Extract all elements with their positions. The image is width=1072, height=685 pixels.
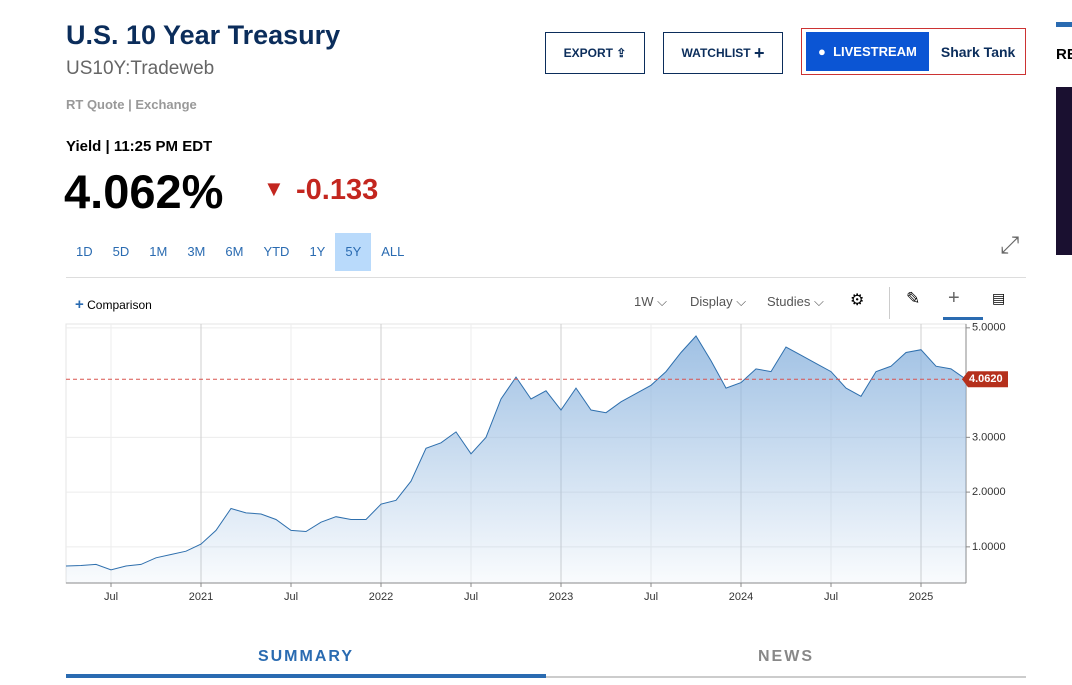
show: Shark Tank: [940, 43, 1016, 60]
divider: [66, 277, 1026, 278]
symbol: US10Y:Tradeweb: [66, 58, 215, 79]
range-button[interactable]: 1M: [149, 244, 168, 259]
active-tool: [943, 317, 983, 320]
label: LIVESTREAM: [833, 44, 917, 59]
down-arrow: ▼: [263, 176, 285, 201]
chart: 1.0000 2.0000 3.0000 5.0000 Jul 2021 Jul 2022 Ju…: [65, 322, 1008, 603]
label: Comparison: [87, 298, 152, 312]
title: U.S. 10 Year Treasury: [66, 20, 341, 50]
y-tick-label: 3.0000: [972, 431, 1006, 443]
range-button[interactable]: 1Y: [309, 244, 326, 259]
tabs: SUMMARY NEWS: [66, 648, 1026, 678]
export-button[interactable]: EXPORT ⇪: [545, 32, 645, 74]
range-button[interactable]: 5D: [112, 244, 130, 259]
last-value-label: 4.0620: [969, 373, 1003, 385]
accent: [1056, 22, 1072, 27]
interval[interactable]: 1W ⌵: [634, 294, 667, 309]
label: WATCHLIST: [681, 46, 751, 60]
crosshair-icon[interactable]: +: [948, 287, 960, 309]
label: EXPORT: [563, 46, 613, 60]
range-button[interactable]: 1D: [76, 244, 93, 259]
draw-icon[interactable]: ✎: [906, 289, 921, 308]
x-tick-label: Jul: [464, 591, 478, 603]
x-tick-label: 2022: [369, 591, 393, 603]
range-button[interactable]: 3M: [187, 244, 206, 259]
range-button[interactable]: YTD: [263, 244, 290, 259]
y-tick-label: 1.0000: [972, 541, 1006, 553]
settings-icon[interactable]: ⚙: [850, 292, 865, 309]
x-tick-label: Jul: [644, 591, 658, 603]
x-tick-label: 2024: [729, 591, 753, 603]
studies[interactable]: Studies ⌵: [767, 294, 824, 309]
change: -0.133: [296, 174, 379, 206]
label: 1W: [634, 294, 654, 309]
x-tick-label: 2025: [909, 591, 933, 603]
tab[interactable]: NEWS: [546, 648, 1026, 678]
comment-icon[interactable]: ▤: [992, 290, 1006, 306]
line: [65, 335, 967, 571]
x-tick-label: Jul: [284, 591, 298, 603]
range-button[interactable]: 6M: [225, 244, 244, 259]
y-tick-label: 5.0000: [972, 322, 1006, 334]
x-tick-label: Jul: [824, 591, 838, 603]
x-tick-label: 2021: [189, 591, 213, 603]
watchlist-button[interactable]: WATCHLIST +: [663, 32, 783, 74]
price: 4.062%: [64, 165, 224, 218]
comparison[interactable]: + Comparison: [75, 296, 152, 313]
quote-label: Yield | 11:25 PM EDT: [66, 138, 213, 155]
tab[interactable]: SUMMARY: [66, 648, 546, 678]
x-tick-label: 2023: [549, 591, 573, 603]
display[interactable]: Display ⌵: [690, 294, 747, 309]
livestream-button[interactable]: ● LIVESTREAM Shark Tank: [801, 28, 1026, 75]
live-pill: ● LIVESTREAM: [806, 32, 929, 71]
side-heading: RE: [1056, 46, 1072, 63]
x-tick-label: Jul: [104, 591, 118, 603]
range-selector: 1D 5D 1M 3M 6M YTD 1Y 5Y ALL: [66, 233, 414, 271]
expand-icon[interactable]: ⤢: [1000, 232, 1020, 259]
y-tick-label: 2.0000: [972, 486, 1006, 498]
label: Display: [690, 294, 733, 309]
separator: [889, 287, 890, 319]
quote-source: RT Quote | Exchange: [66, 97, 197, 112]
label: Studies: [767, 294, 811, 309]
range-button[interactable]: 5Y: [335, 233, 372, 271]
area-fill: [66, 336, 966, 583]
last-value-tag: [962, 371, 1008, 388]
range-button[interactable]: ALL: [381, 244, 405, 259]
side-image: [1056, 87, 1072, 255]
